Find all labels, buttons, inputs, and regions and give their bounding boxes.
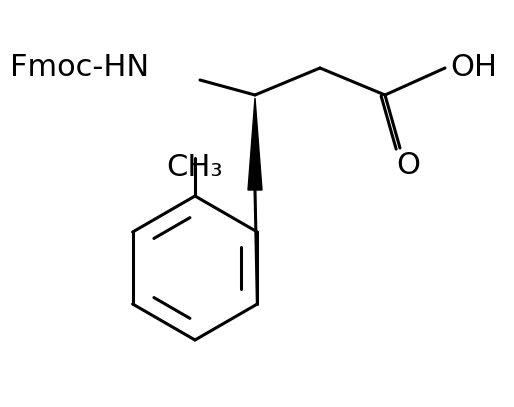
Text: O: O: [396, 151, 420, 180]
Text: CH₃: CH₃: [167, 153, 223, 182]
Text: OH: OH: [450, 53, 497, 83]
Polygon shape: [248, 98, 262, 190]
Text: Fmoc-HN: Fmoc-HN: [10, 53, 149, 83]
